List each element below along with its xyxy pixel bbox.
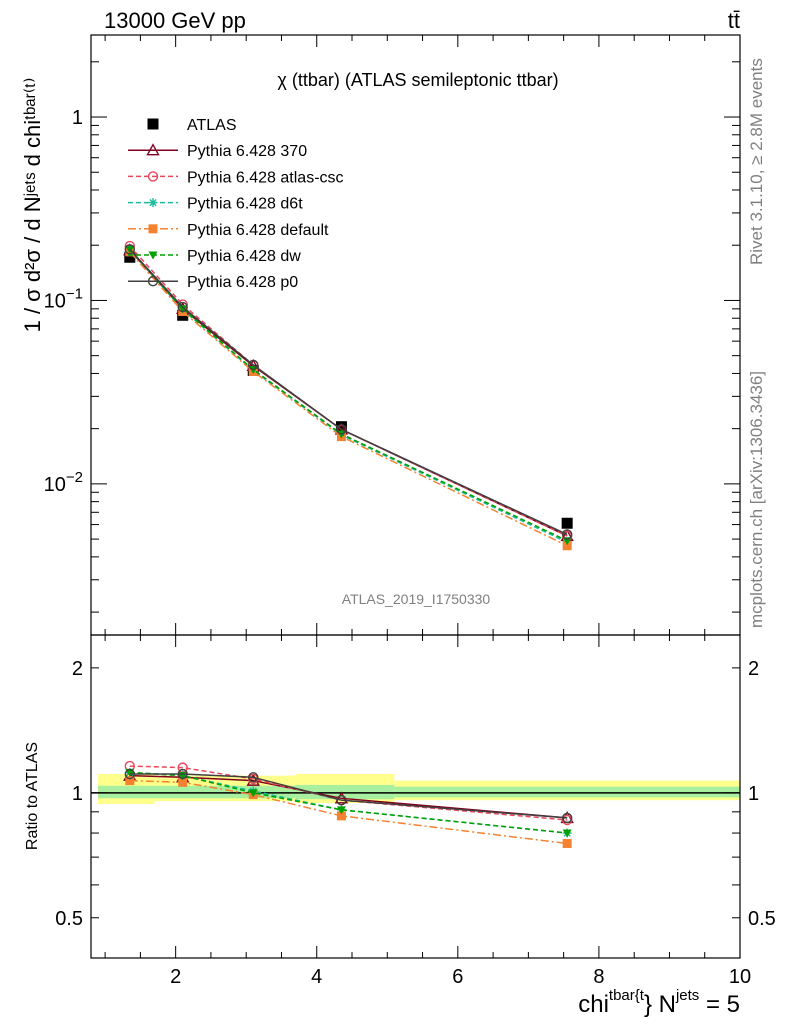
y-tick-label: 10−1 [44,285,83,312]
data-point [124,251,136,263]
y-tick-label-exponent: −1 [66,285,83,302]
y-tick-label-right: 1 [748,783,759,805]
series-line [129,248,568,544]
energy-label: 13000 GeV pp [104,8,246,33]
data-point [177,768,188,780]
legend-label: Pythia 6.428 370 [187,143,307,160]
ratio-y-axis-label: Ratio to ATLAS [24,742,41,850]
analysis-watermark: ATLAS_2019_I1750330 [342,591,491,607]
y-tick-label: 0.5 [55,908,83,930]
legend-marker [148,251,158,260]
y-tick-label-base: 10 [44,474,66,496]
uncertainty-band-inner [394,786,740,798]
data-point [178,305,188,314]
series-line [129,773,568,819]
main-title: χ (ttbar) (ATLAS semileptonic ttbar) [277,70,558,90]
legend-label: Pythia 6.428 dw [187,248,301,265]
y-tick-label-right: 2 [748,658,759,680]
data-point [124,768,135,780]
data-point [336,424,347,435]
ratio-x-axis-label: chitbar{t} Njets = 5 [578,987,740,1018]
data-point [177,301,188,313]
y-tick-label: 1 [72,107,83,129]
legend-marker [147,171,159,182]
process-label: tt̄ [728,8,740,33]
data-point [562,541,572,551]
data-point [124,244,135,255]
series-line [129,251,568,547]
legend-label: Pythia 6.428 p0 [187,274,298,291]
y-tick-label-right: 0.5 [748,908,776,930]
data-point [561,812,573,824]
uncertainty-band-inner [154,785,296,799]
legend-label: Pythia 6.428 default [187,222,329,239]
legend-label: ATLAS [187,117,237,134]
data-point [178,777,188,787]
data-point [248,772,259,783]
main-y-axis-label: 1 / σ d²σ / d Nʲᵉᵗˢ d chiᵗᵇᵃʳ⁽ᵗ⁾ [20,78,45,333]
y-tick-label-exponent: −2 [66,469,83,486]
y-tick-label: 10−2 [44,469,83,496]
x-tick-label: 4 [311,966,322,988]
data-point [561,517,573,529]
data-point [336,806,346,815]
legend-marker [148,198,158,208]
x-tick-label: 6 [452,966,463,988]
data-point [562,537,572,546]
ratio-panel: 2 4 6 8 10 0.5 0.5 1 1 2 2 [55,634,776,988]
uncertainty-band-inner [98,785,155,799]
x-tick-label: 2 [170,966,181,988]
series-line [129,249,568,537]
legend-marker [146,143,160,156]
x-tick-label: 10 [729,966,751,988]
data-point [562,829,572,838]
legend-marker [147,276,159,287]
data-point [336,794,347,806]
data-point [334,791,349,804]
y-tick-label: 1 [72,783,83,805]
plot-frame [90,634,741,959]
legend-marker [147,118,159,130]
main-panel: 10−210−11 [44,34,741,636]
legend-label: Pythia 6.428 d6t [187,196,303,213]
data-point [336,811,346,821]
y-tick-label-base: 10 [44,290,66,312]
data-point [125,768,135,777]
data-point [561,529,573,540]
data-point [562,838,572,848]
data-point [248,789,258,798]
legend-marker [148,224,158,234]
data-point [335,421,347,433]
legend: ATLAS Pythia 6.428 370 Pythia 6.428 atlas-… [128,117,344,291]
rivet-version-label: Rivet 3.1.10, ≥ 2.8M events [747,58,766,265]
series-line [129,248,568,542]
data-point [246,773,260,786]
y-tick-label: 2 [72,658,83,680]
mcplots-label: mcplots.cern.ch [arXiv:1306.3436] [747,371,766,628]
data-point [248,359,259,371]
series-line [129,774,568,819]
data-point [125,776,135,786]
legend-label: Pythia 6.428 atlas-csc [187,169,344,186]
series-line [129,248,568,536]
x-tick-label: 8 [593,966,604,988]
